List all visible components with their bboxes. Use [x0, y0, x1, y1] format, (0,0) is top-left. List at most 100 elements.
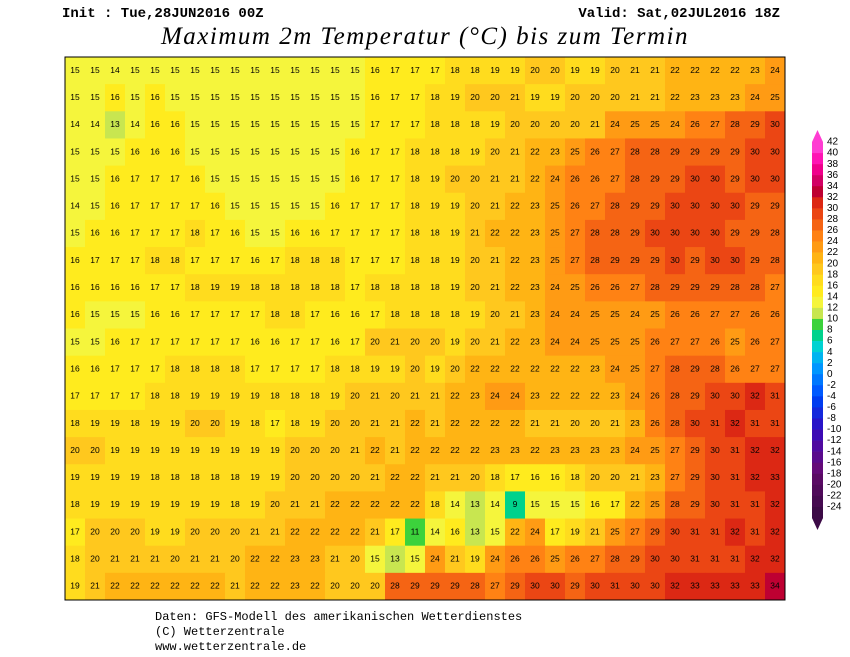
temperature-cell: [685, 518, 706, 547]
temperature-cell: [245, 572, 266, 601]
temperature-label: 21: [310, 499, 320, 509]
temperature-cell: [205, 138, 226, 167]
temperature-label: 14: [70, 119, 80, 129]
temperature-cell: [465, 355, 486, 384]
temperature-cell: [685, 138, 706, 167]
temperature-cell: [445, 382, 466, 411]
temperature-cell: [765, 491, 786, 520]
temperature-label: 19: [250, 499, 260, 509]
temperature-label: 22: [250, 554, 260, 564]
temperature-cell: [345, 355, 366, 384]
temperature-label: 18: [130, 418, 140, 428]
temperature-cell: [585, 464, 606, 492]
colorbar-swatch: [812, 241, 823, 253]
temperature-cell: [85, 409, 106, 438]
temperature-label: 17: [150, 201, 160, 211]
temperature-cell: [605, 192, 626, 221]
temperature-cell: [585, 572, 606, 601]
temperature-cell: [525, 464, 546, 492]
temperature-label: 26: [710, 336, 720, 346]
temperature-cell: [325, 437, 346, 465]
temperature-label: 15: [190, 65, 200, 75]
temperature-label: 22: [490, 363, 500, 373]
temperature-label: 27: [590, 554, 600, 564]
temperature-label: 15: [270, 146, 280, 156]
temperature-cell: [345, 382, 366, 411]
colorbar-swatch: [812, 418, 823, 430]
temperature-cell: [445, 518, 466, 547]
temperature-cell: [365, 274, 386, 302]
temperature-cell: [605, 274, 626, 302]
temperature-cell: [345, 572, 366, 601]
temperature-label: 17: [150, 228, 160, 238]
temperature-label: 23: [530, 228, 540, 238]
temperature-cell: [205, 518, 226, 547]
temperature-cell: [325, 572, 346, 601]
temperature-cell: [185, 274, 206, 302]
temperature-cell: [365, 409, 386, 438]
temperature-cell: [585, 57, 606, 85]
temperature-label: 26: [690, 119, 700, 129]
temperature-cell: [245, 219, 266, 248]
temperature-label: 18: [370, 282, 380, 292]
temperature-label: 19: [430, 201, 440, 211]
temperature-label: 19: [170, 526, 180, 536]
temperature-cell: [165, 57, 186, 85]
temperature-label: 30: [630, 581, 640, 591]
temperature-label: 15: [310, 146, 320, 156]
temperature-label: 15: [110, 146, 120, 156]
temperature-label: 17: [70, 526, 80, 536]
temperature-label: 20: [330, 445, 340, 455]
temperature-label: 28: [750, 282, 760, 292]
temperature-cell: [445, 437, 466, 465]
temperature-label: 17: [410, 119, 420, 129]
temperature-cell: [245, 138, 266, 167]
temperature-label: 21: [390, 418, 400, 428]
temperature-label: 33: [750, 581, 760, 591]
temperature-cell: [765, 274, 786, 302]
temperature-cell: [445, 247, 466, 275]
temperature-label: 18: [190, 282, 200, 292]
temperature-label: 29: [510, 581, 520, 591]
temperature-label: 22: [470, 445, 480, 455]
temperature-label: 23: [610, 445, 620, 455]
temperature-label: 16: [250, 255, 260, 265]
temperature-cell: [145, 219, 166, 248]
temperature-cell: [145, 518, 166, 547]
colorbar-label: -16: [827, 457, 842, 468]
temperature-label: 28: [670, 499, 680, 509]
temperature-label: 23: [510, 445, 520, 455]
temperature-label: 15: [210, 92, 220, 102]
temperature-cell: [645, 274, 666, 302]
temperature-label: 16: [110, 201, 120, 211]
temperature-cell: [605, 409, 626, 438]
temperature-label: 26: [770, 309, 780, 319]
temperature-label: 31: [610, 581, 620, 591]
temperature-cell: [185, 165, 206, 194]
temperature-cell: [585, 437, 606, 465]
temperature-cell: [385, 138, 406, 167]
colorbar-label: 8: [827, 325, 833, 336]
temperature-label: 21: [370, 418, 380, 428]
temperature-cell: [225, 491, 246, 520]
temperature-label: 19: [70, 581, 80, 591]
temperature-label: 24: [570, 309, 580, 319]
temperature-cell: [365, 57, 386, 85]
temperature-label: 21: [410, 391, 420, 401]
temperature-cell: [265, 138, 286, 167]
temperature-label: 15: [230, 119, 240, 129]
temperature-label: 29: [750, 228, 760, 238]
temperature-cell: [485, 545, 506, 574]
temperature-cell: [105, 301, 126, 329]
temperature-cell: [725, 545, 746, 574]
temperature-cell: [525, 219, 546, 248]
temperature-label: 17: [230, 255, 240, 265]
temperature-cell: [625, 84, 646, 112]
temperature-cell: [125, 464, 146, 492]
temperature-cell: [225, 84, 246, 112]
temperature-cell: [405, 84, 426, 112]
temperature-label: 18: [210, 472, 220, 482]
temperature-label: 16: [110, 173, 120, 183]
temperature-label: 25: [630, 119, 640, 129]
temperature-label: 20: [530, 65, 540, 75]
